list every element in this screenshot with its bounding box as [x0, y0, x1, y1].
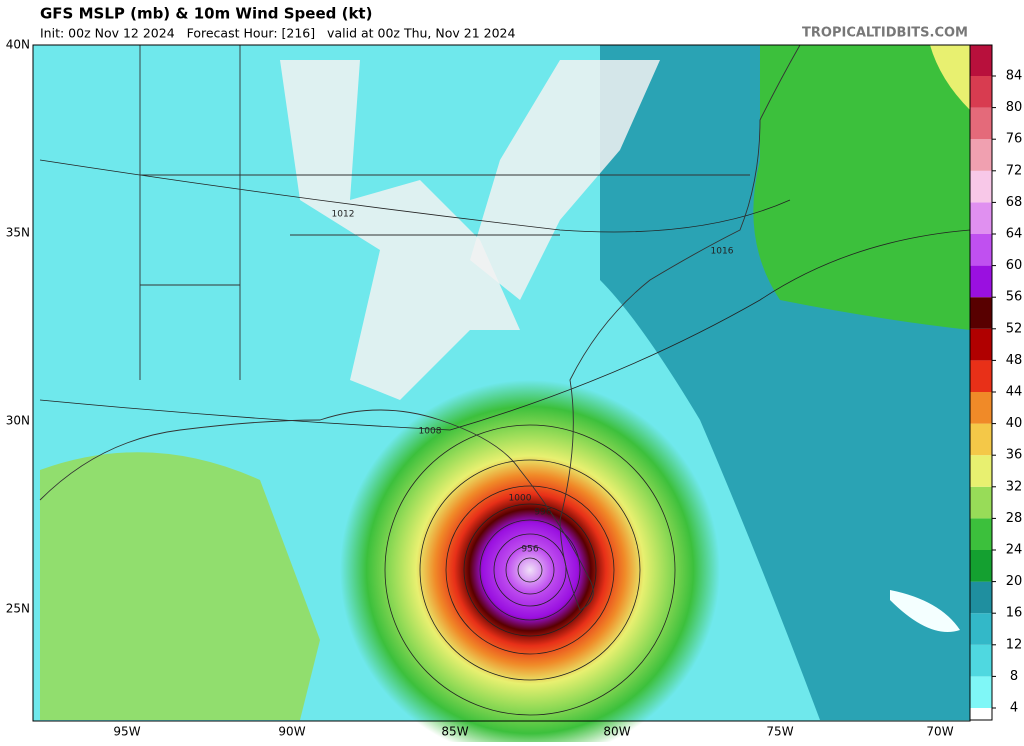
colorbar-label: 8: [1010, 669, 1018, 684]
colorbar-swatch: [970, 360, 992, 392]
colorbar-swatch: [970, 265, 992, 298]
colorbar-label: 20: [1006, 574, 1023, 589]
lon-label: 80W: [603, 725, 630, 739]
wind-region: [753, 45, 970, 330]
colorbar-label: 32: [1006, 479, 1023, 494]
isobar-label: 956: [521, 545, 538, 555]
colorbar-swatch: [970, 518, 992, 550]
colorbar-swatch: [970, 170, 992, 203]
colorbar-frame: [969, 44, 993, 721]
subtitle: Init: 00z Nov 12 2024 Forecast Hour: [21…: [40, 26, 515, 41]
colorbar-label: 60: [1006, 258, 1023, 273]
isobar-label: 996: [534, 508, 551, 518]
isobar-label: 1016: [711, 247, 734, 257]
hurricane-wind-field: [340, 380, 720, 746]
colorbar-swatch: [970, 202, 992, 234]
colorbar-swatch: [970, 581, 992, 614]
colorbar-label: 24: [1006, 543, 1023, 558]
lat-label: 25N: [6, 602, 30, 616]
map: [32, 44, 971, 746]
lon-label: 95W: [113, 725, 140, 739]
colorbar-label: 16: [1006, 606, 1023, 621]
colorbar-label: 52: [1006, 321, 1023, 336]
isobar-label: 1000: [509, 494, 532, 504]
calm-region: [470, 60, 660, 300]
colorbar-label: 56: [1006, 290, 1023, 305]
colorbar-label: 4: [1010, 701, 1018, 716]
colorbar-label: 84: [1006, 69, 1023, 84]
lat-label: 30N: [6, 414, 30, 428]
calm-region: [280, 60, 520, 400]
lon-label: 75W: [766, 725, 793, 739]
title: GFS MSLP (mb) & 10m Wind Speed (kt): [40, 5, 372, 23]
colorbar-label: 48: [1006, 353, 1023, 368]
wind-region: [40, 452, 320, 720]
colorbar-swatch: [970, 708, 992, 720]
wind-region: [930, 45, 970, 110]
lon-label: 85W: [441, 725, 468, 739]
colorbar-label: 12: [1006, 637, 1023, 652]
calm-region: [890, 590, 960, 632]
colorbar-swatch: [970, 423, 992, 456]
colorbar-swatch: [970, 676, 992, 708]
colorbar-label: 64: [1006, 227, 1023, 242]
colorbar-label: 36: [1006, 448, 1023, 463]
colorbar-swatch: [970, 45, 992, 76]
colorbar-label: 80: [1006, 100, 1023, 115]
colorbar-swatch: [970, 234, 992, 266]
colorbar-label: 68: [1006, 195, 1023, 210]
colorbar-swatch: [970, 139, 992, 171]
colorbar-swatch: [970, 392, 992, 424]
colorbar-swatch: [970, 550, 992, 582]
colorbar-label: 44: [1006, 385, 1023, 400]
coastlines: [39, 44, 801, 611]
colorbar-swatch: [970, 644, 992, 677]
colorbar-swatch: [970, 613, 992, 645]
colorbar-swatch: [970, 107, 992, 140]
colorbar-swatch: [970, 486, 992, 519]
axis-labels: 40N 35N 30N 25N 95W 90W 85W 80W 75W 70W 1012 1016 10…: [6, 38, 954, 739]
isobar-label: 1008: [419, 427, 442, 437]
colorbar-label: 28: [1006, 511, 1023, 526]
colorbar-label: 76: [1006, 132, 1023, 147]
isobar-label: 1012: [332, 210, 355, 220]
colorbar-swatch: [970, 76, 992, 108]
colorbar-label: 72: [1006, 163, 1023, 178]
colorbar-swatch: [970, 328, 992, 361]
lat-label: 40N: [6, 38, 30, 52]
colorbar-swatch: [970, 455, 992, 487]
lon-label: 90W: [278, 725, 305, 739]
lon-label: 70W: [926, 725, 953, 739]
colorbar-label: 40: [1006, 416, 1023, 431]
source: TROPICALTIDBITS.COM: [802, 26, 968, 41]
lat-label: 35N: [6, 226, 30, 240]
colorbar-swatch: [970, 297, 992, 329]
